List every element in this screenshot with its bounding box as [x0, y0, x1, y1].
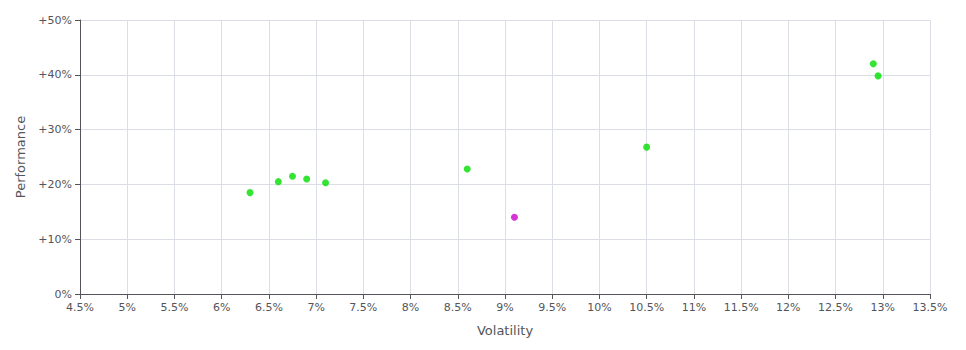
- svg-text:9.5%: 9.5%: [538, 301, 566, 314]
- svg-text:6.5%: 6.5%: [255, 301, 283, 314]
- svg-text:0%: 0%: [55, 288, 72, 301]
- svg-text:+40%: +40%: [38, 68, 72, 81]
- svg-text:Performance: Performance: [13, 116, 28, 198]
- svg-text:8.5%: 8.5%: [444, 301, 472, 314]
- svg-text:8%: 8%: [402, 301, 419, 314]
- svg-text:6%: 6%: [213, 301, 230, 314]
- svg-text:7%: 7%: [307, 301, 324, 314]
- svg-text:+10%: +10%: [38, 233, 72, 246]
- svg-text:12.5%: 12.5%: [818, 301, 853, 314]
- svg-text:10%: 10%: [587, 301, 611, 314]
- svg-text:7.5%: 7.5%: [349, 301, 377, 314]
- svg-text:11%: 11%: [682, 301, 706, 314]
- svg-text:5%: 5%: [118, 301, 135, 314]
- svg-text:4.5%: 4.5%: [66, 301, 94, 314]
- svg-text:Volatility: Volatility: [477, 323, 533, 338]
- svg-text:5.5%: 5.5%: [160, 301, 188, 314]
- svg-text:12%: 12%: [776, 301, 800, 314]
- svg-text:+20%: +20%: [38, 178, 72, 191]
- svg-text:+30%: +30%: [38, 123, 72, 136]
- svg-text:9%: 9%: [496, 301, 513, 314]
- svg-text:13.5%: 13.5%: [913, 301, 948, 314]
- svg-text:13%: 13%: [871, 301, 895, 314]
- svg-text:10.5%: 10.5%: [629, 301, 664, 314]
- svg-text:11.5%: 11.5%: [724, 301, 759, 314]
- svg-text:+50%: +50%: [38, 14, 72, 27]
